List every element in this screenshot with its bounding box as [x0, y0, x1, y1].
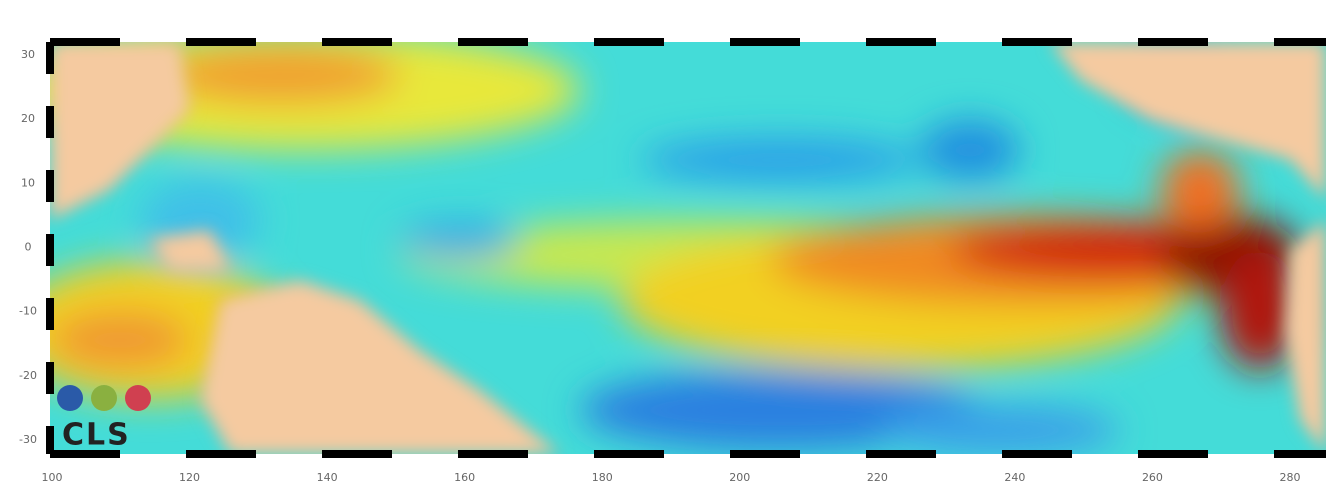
- y-axis-label: 30: [21, 48, 35, 61]
- x-axis-label: 160: [454, 471, 475, 484]
- y-axis-label: -10: [19, 305, 37, 318]
- cls-logo: CLS: [57, 385, 151, 453]
- x-axis-label: 140: [317, 471, 338, 484]
- anomaly-map: [50, 42, 1326, 454]
- map-frame: [46, 38, 1326, 458]
- y-axis-label: 20: [21, 112, 35, 125]
- x-axis-label: 280: [1280, 471, 1301, 484]
- x-axis-label: 200: [729, 471, 750, 484]
- x-axis-label: 260: [1142, 471, 1163, 484]
- x-axis-label: 120: [179, 471, 200, 484]
- x-axis-label: 220: [867, 471, 888, 484]
- x-axis-label: 100: [42, 471, 63, 484]
- y-axis-label: -20: [19, 369, 37, 382]
- y-axis-label: 0: [25, 241, 32, 254]
- y-axis-label: -30: [19, 433, 37, 446]
- logo-text: CLS: [62, 418, 131, 453]
- x-axis-label: 240: [1004, 471, 1025, 484]
- x-axis-label: 180: [592, 471, 613, 484]
- y-axis-label: 10: [21, 176, 35, 189]
